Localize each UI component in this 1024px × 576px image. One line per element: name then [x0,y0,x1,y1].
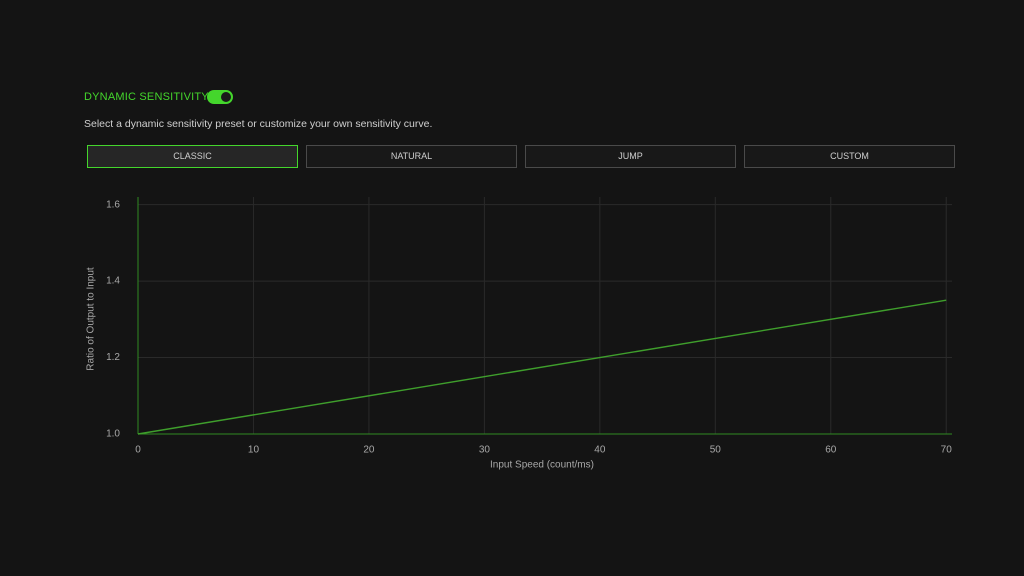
x-tick-label: 70 [941,445,953,456]
y-tick-label: 1.0 [106,429,120,440]
y-tick-label: 1.2 [106,352,120,363]
y-axis-label: Ratio of Output to Input [86,267,97,371]
preset-button[interactable]: CUSTOM [744,145,955,168]
sensitivity-curve [137,299,947,435]
x-tick-label: 0 [135,445,141,456]
preset-button[interactable]: JUMP [525,145,736,168]
section-title: DYNAMIC SENSITIVITY [84,91,209,103]
x-tick-label: 50 [710,445,722,456]
toggle-switch[interactable] [207,90,233,104]
x-tick-label: 10 [248,445,260,456]
x-tick-label: 40 [594,445,606,456]
preset-group: CLASSIC NATURAL JUMP CUSTOM [87,145,955,168]
x-tick-label: 60 [825,445,837,456]
x-axis-label: Input Speed (count/ms) [490,460,594,471]
toggle-knob [221,92,231,102]
y-tick-label: 1.4 [106,276,120,287]
description: Select a dynamic sensitivity preset or c… [84,118,433,130]
y-tick-label: 1.6 [106,199,120,210]
x-tick-label: 30 [479,445,491,456]
x-tick-label: 20 [363,445,375,456]
preset-button[interactable]: CLASSIC [87,145,298,168]
preset-button[interactable]: NATURAL [306,145,517,168]
